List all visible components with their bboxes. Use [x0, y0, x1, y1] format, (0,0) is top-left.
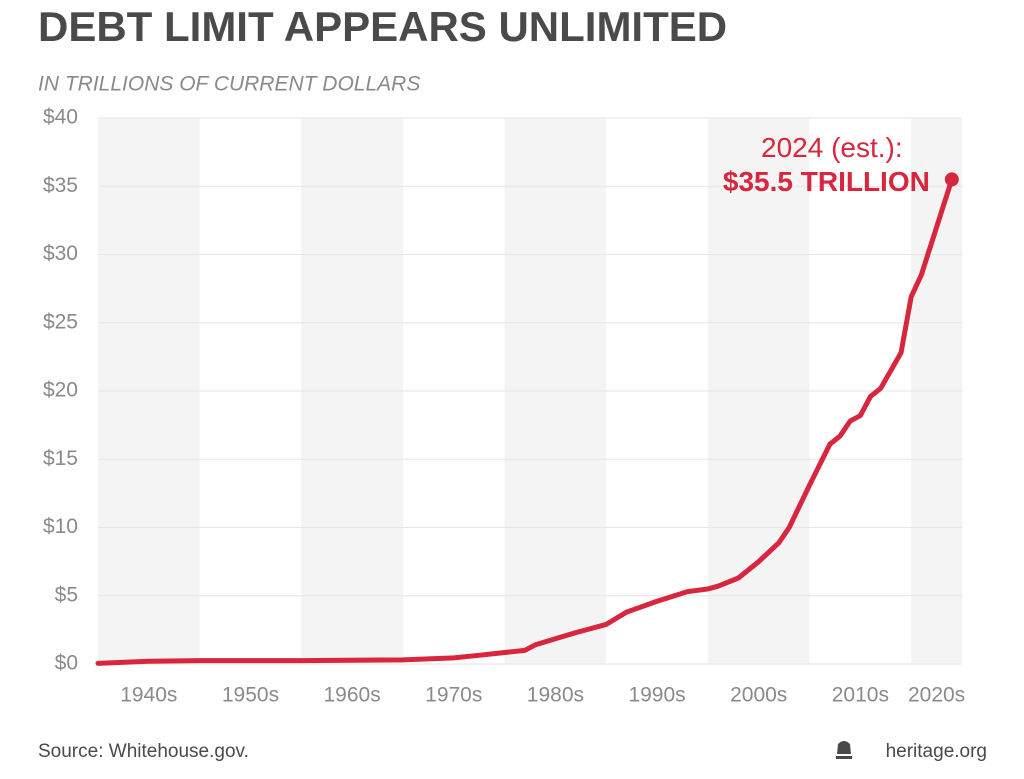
source: Source: Whitehouse.gov. [38, 741, 249, 762]
chart-subtitle: IN TRILLIONS OF CURRENT DOLLARS [38, 73, 420, 96]
x-tick-label: 1980s [527, 684, 584, 707]
end-point [944, 172, 959, 187]
annotation: 2024 (est.): [761, 132, 903, 163]
y-tick-label: $20 [43, 379, 78, 402]
x-tick-label: 1970s [425, 684, 482, 707]
y-tick-label: $10 [43, 515, 78, 538]
grid [98, 117, 962, 665]
x-tick-label: 1960s [324, 684, 381, 707]
credit: heritage.org [886, 741, 987, 762]
bell-base [836, 756, 852, 759]
y-tick-label: $25 [43, 310, 78, 333]
marks [95, 172, 959, 666]
bell-icon [837, 741, 851, 754]
x-tick-label: 2010s [832, 684, 889, 707]
chart-title: DEBT LIMIT APPEARS UNLIMITED [38, 3, 727, 50]
x-tick-label: 2020s [908, 684, 965, 707]
x-tick-label: 1990s [628, 684, 685, 707]
x-tick-label: 2000s [730, 684, 787, 707]
y-tick-label: $35 [43, 174, 78, 197]
x-tick-label: 1940s [120, 684, 177, 707]
y-tick-label: $40 [43, 106, 78, 129]
x-tick-label: 1950s [222, 684, 279, 707]
y-tick-label: $30 [43, 242, 78, 265]
y-tick-label: $5 [55, 583, 78, 606]
credit-icon [836, 741, 852, 759]
annotation-value: $35.5 TRILLION [723, 166, 930, 197]
debt-line [95, 176, 955, 666]
y-tick-label: $15 [43, 447, 78, 470]
y-tick-label: $0 [55, 652, 78, 675]
